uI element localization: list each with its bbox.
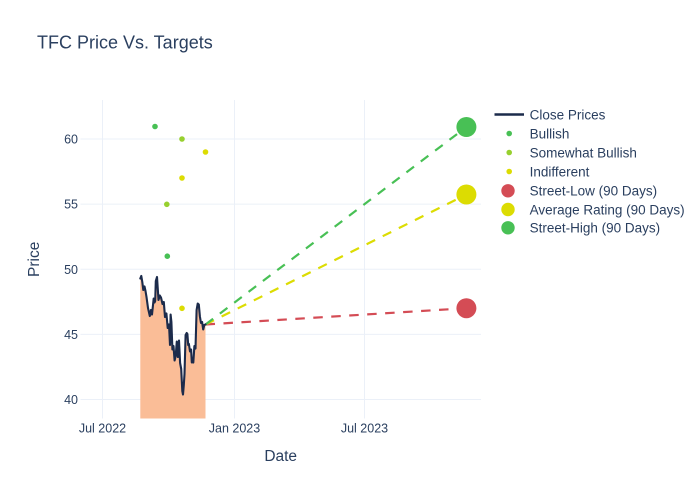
svg-text:Street-High (90 Days): Street-High (90 Days) [530, 221, 661, 236]
svg-text:40: 40 [64, 393, 78, 407]
svg-text:Jan 2023: Jan 2023 [209, 422, 260, 436]
svg-text:Close Prices: Close Prices [530, 107, 606, 122]
svg-text:TFC Price Vs. Targets: TFC Price Vs. Targets [37, 33, 213, 53]
svg-text:Street-Low (90 Days): Street-Low (90 Days) [530, 184, 658, 199]
svg-text:Bullish: Bullish [530, 126, 570, 141]
svg-text:Price: Price [26, 242, 43, 277]
svg-text:60: 60 [64, 133, 78, 147]
svg-text:50: 50 [64, 263, 78, 277]
svg-text:Jul 2022: Jul 2022 [79, 422, 126, 436]
svg-text:Indifferent: Indifferent [530, 164, 590, 179]
svg-text:Somewhat Bullish: Somewhat Bullish [530, 145, 637, 160]
svg-text:Average Rating (90 Days): Average Rating (90 Days) [530, 202, 685, 217]
svg-text:55: 55 [64, 198, 78, 212]
svg-text:Date: Date [264, 448, 297, 465]
svg-text:45: 45 [64, 328, 78, 342]
svg-text:Jul 2023: Jul 2023 [341, 422, 388, 436]
